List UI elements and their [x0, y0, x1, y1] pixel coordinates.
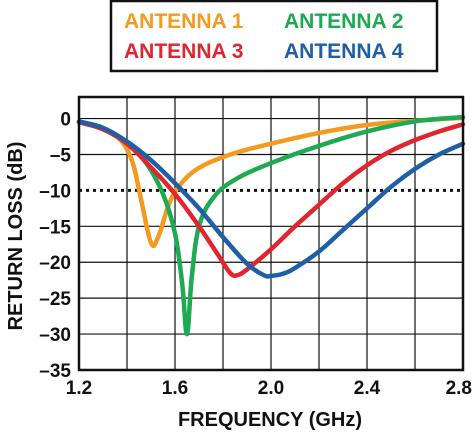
x-tick-label: 1.6	[162, 378, 188, 399]
legend-label-antenna-1: ANTENNA 1	[124, 10, 244, 33]
y-tick-label: –10	[39, 181, 71, 202]
y-tick-label: –5	[50, 145, 72, 166]
x-tick-label: 2.0	[258, 378, 284, 399]
y-tick-label: 0	[60, 110, 71, 131]
y-tick-label: –20	[39, 253, 71, 274]
series-layer	[76, 114, 466, 337]
legend-label-antenna-2: ANTENNA 2	[284, 10, 403, 33]
x-tick-label: 2.4	[354, 378, 381, 399]
y-tick-label: –30	[39, 325, 71, 346]
x-tick-label: 2.8	[446, 378, 472, 399]
legend-label-antenna-3: ANTENNA 3	[124, 40, 243, 63]
y-tick-label: –15	[39, 217, 71, 238]
x-axis-title: FREQUENCY (GHz)	[178, 409, 362, 431]
legend-label-antenna-4: ANTENNA 4	[284, 40, 404, 63]
series-line-antenna-3	[76, 119, 466, 278]
tick-labels: 0 –5 –10 –15 –20 –25 –30 –351.2 1.6 2.0 2.4 2.8	[39, 110, 472, 399]
series-line-antenna-4	[76, 119, 466, 279]
legend-frame	[109, 0, 439, 73]
legend: ANTENNA 1 ANTENNA 2 ANTENNA 3 ANTENNA 4	[109, 0, 439, 73]
series-line-antenna-1	[76, 115, 466, 249]
plot-frame	[77, 95, 465, 372]
y-axis-title: RETURN LOSS (dB)	[5, 142, 27, 331]
y-tick-label: –25	[39, 289, 71, 310]
x-tick-label: 1.2	[66, 378, 92, 399]
y-tick-label: –35	[39, 361, 71, 382]
grid	[79, 97, 463, 370]
